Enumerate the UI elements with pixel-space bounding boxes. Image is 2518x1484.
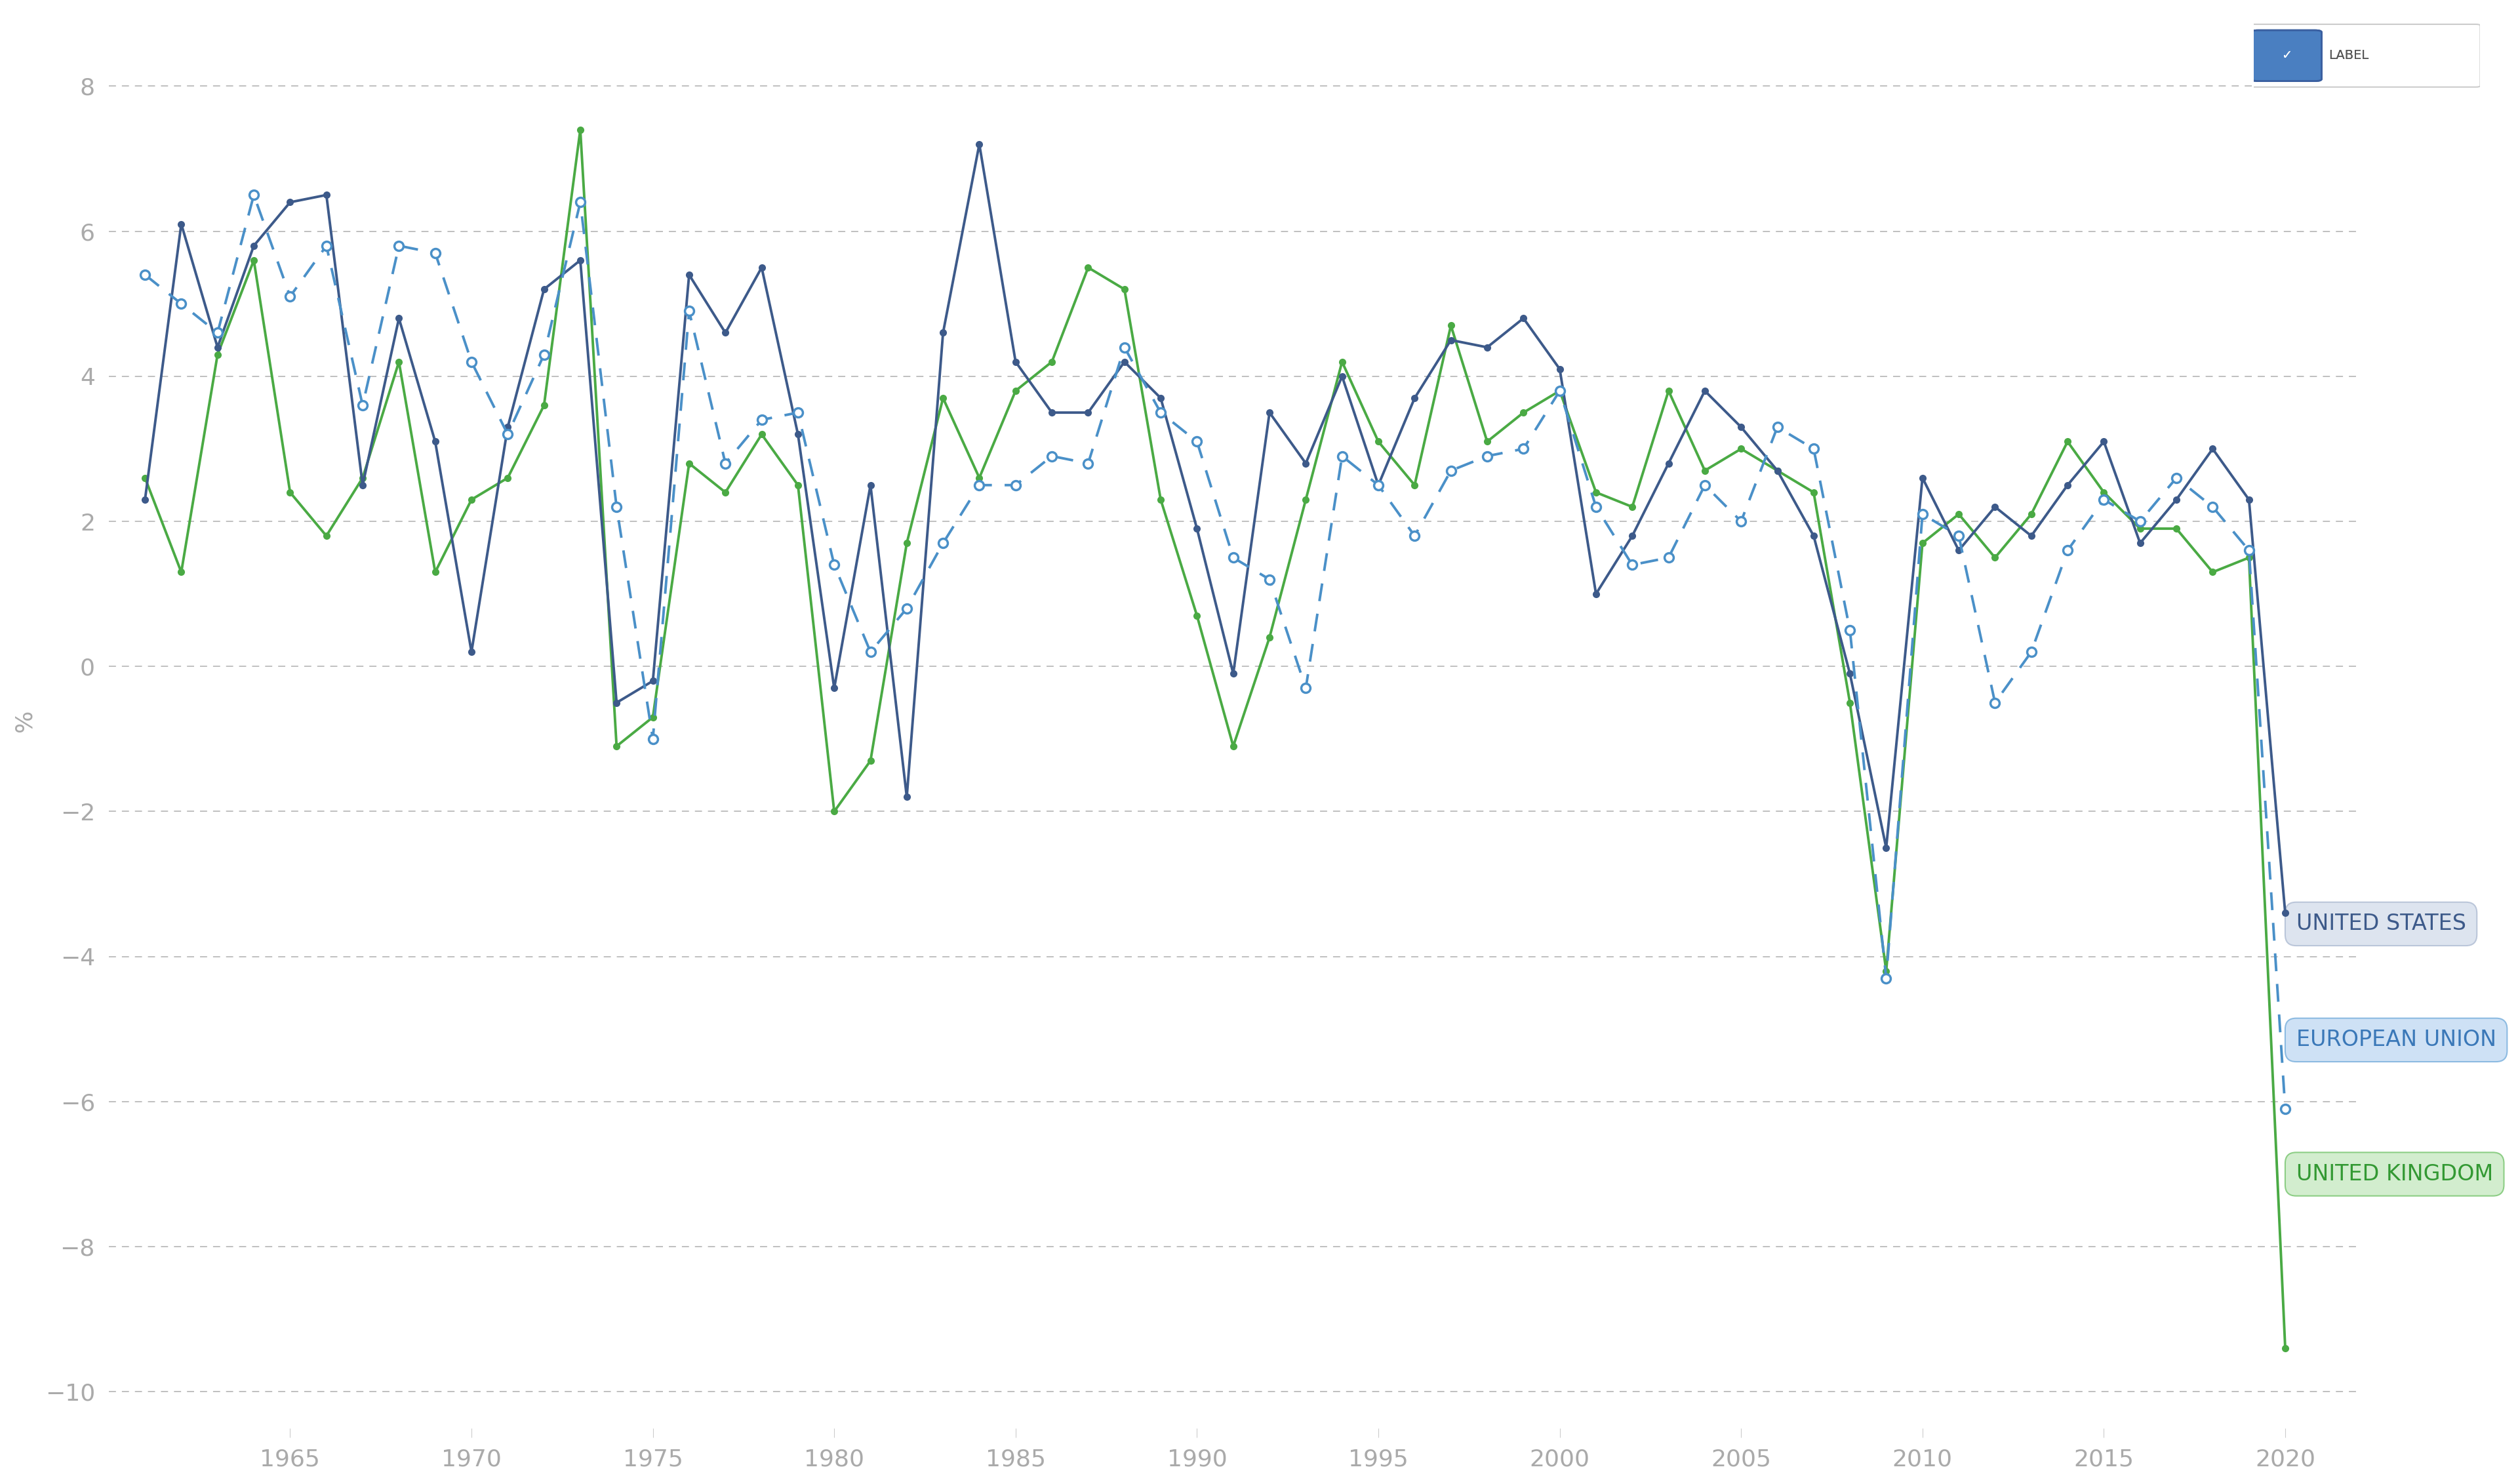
Text: ✓: ✓ bbox=[2281, 49, 2291, 62]
Text: LABEL: LABEL bbox=[2329, 49, 2369, 62]
Text: UNITED STATES: UNITED STATES bbox=[2296, 913, 2465, 935]
Text: EUROPEAN UNION: EUROPEAN UNION bbox=[2296, 1028, 2495, 1051]
FancyBboxPatch shape bbox=[2249, 24, 2480, 88]
Text: UNITED KINGDOM: UNITED KINGDOM bbox=[2296, 1163, 2493, 1184]
FancyBboxPatch shape bbox=[2251, 30, 2322, 82]
Text: ✓: ✓ bbox=[2281, 49, 2291, 62]
Y-axis label: %: % bbox=[13, 709, 35, 732]
Text: LABEL: LABEL bbox=[2329, 49, 2369, 62]
